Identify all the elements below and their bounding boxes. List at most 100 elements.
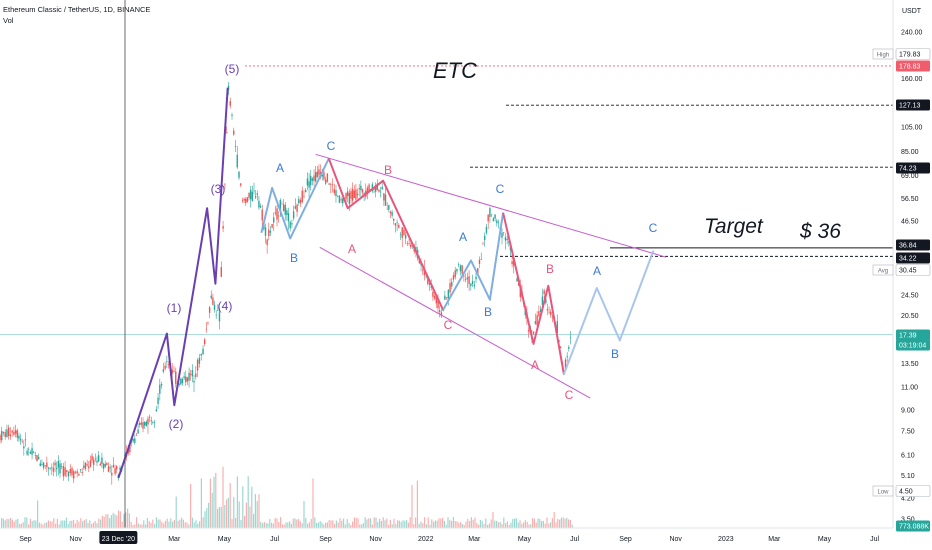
candle-body	[347, 191, 349, 197]
volume-bar	[56, 518, 58, 528]
candle-body	[23, 446, 25, 449]
volume-bar	[152, 519, 154, 528]
volume-bar	[368, 518, 370, 528]
volume-bar	[31, 521, 33, 528]
candle-body	[511, 261, 513, 265]
x-tick-label: 2022	[418, 536, 434, 543]
candle-body	[251, 191, 254, 202]
volume-bar	[420, 521, 422, 528]
volume-bar	[202, 517, 204, 528]
candle-body	[213, 304, 216, 310]
candle-body	[159, 384, 161, 394]
wave-label: (2)	[169, 417, 184, 431]
price-label-box	[896, 239, 930, 251]
volume-bar	[451, 520, 453, 528]
candle-body	[336, 195, 339, 197]
wave-label: A	[276, 161, 284, 175]
candle-body	[492, 218, 495, 222]
candle-body	[353, 190, 355, 198]
volume-bar	[13, 521, 15, 528]
volume-bar	[143, 520, 145, 528]
volume-bar	[524, 520, 526, 528]
candle-body	[333, 189, 335, 194]
candle-body	[506, 238, 508, 241]
candle-body	[222, 226, 224, 229]
candle-body	[477, 268, 479, 275]
volume-bar	[76, 519, 78, 528]
wave-path	[562, 250, 655, 375]
volume-bar	[413, 524, 415, 528]
volume-bar	[89, 520, 91, 528]
candle-body	[102, 463, 105, 469]
volume-bar	[406, 520, 408, 528]
volume-bar	[458, 522, 460, 528]
candle-body	[471, 280, 474, 285]
candle-body	[7, 427, 10, 436]
volume-bar	[454, 520, 456, 528]
volume-bar	[190, 483, 192, 528]
candle-body	[220, 267, 222, 277]
candle-body	[386, 208, 388, 210]
x-tick-label: Nov	[69, 536, 82, 543]
candle-body	[399, 234, 402, 236]
volume-bar	[357, 518, 359, 528]
price-label-box	[896, 252, 930, 264]
candle-body	[527, 330, 530, 332]
volume-bar	[260, 521, 262, 528]
candle-body	[550, 311, 552, 315]
volume-bar	[467, 518, 469, 528]
volume-bar	[559, 519, 561, 528]
volume-bar	[109, 518, 111, 528]
candle-body	[19, 438, 22, 441]
candle-body	[289, 221, 291, 229]
volume-bar	[326, 522, 328, 528]
candle-body	[534, 321, 537, 324]
candle-body	[84, 462, 87, 469]
price-scale-ticks: 240.00 160.00 105.00 85.00 69.00 56.50 46.50 24…	[901, 30, 923, 524]
price-label-box	[896, 339, 930, 351]
time-scale[interactable]	[0, 528, 893, 550]
candle-body	[52, 467, 55, 472]
candle-body	[484, 235, 486, 240]
candle-body	[440, 312, 443, 317]
volume-bar	[463, 524, 465, 528]
candle-body	[137, 429, 139, 434]
wave-path	[117, 87, 229, 479]
candle-body	[18, 435, 20, 439]
volume-bar	[182, 519, 184, 528]
candle-body	[463, 275, 465, 277]
candle-body	[46, 462, 48, 468]
candle-body	[226, 132, 228, 133]
volume-bar	[285, 522, 287, 528]
candle-body	[109, 467, 111, 469]
x-tick-label: Jul	[270, 536, 279, 543]
candle-body	[254, 196, 257, 198]
volume-bar	[263, 522, 265, 528]
candle-body	[134, 438, 136, 443]
candle-body	[42, 462, 45, 468]
candle-body	[238, 171, 240, 178]
candle-body	[546, 309, 549, 311]
candle-body	[236, 154, 238, 168]
wave-path	[502, 212, 565, 375]
price-label-box	[896, 162, 930, 174]
candle-body	[516, 278, 518, 282]
candle-body	[473, 284, 475, 287]
volume-bar	[470, 517, 472, 528]
volume-bar	[118, 510, 120, 528]
volume-bar	[244, 515, 246, 528]
candle-body	[240, 183, 242, 186]
candle-body	[14, 430, 17, 434]
candle-body	[33, 452, 35, 454]
price-scale[interactable]	[893, 0, 932, 528]
candle-body	[96, 460, 98, 463]
candle-body	[543, 290, 545, 295]
volume-bar	[289, 521, 291, 528]
volume-bar	[110, 515, 112, 528]
volume-bar	[98, 518, 100, 528]
candle-body	[67, 472, 70, 477]
candle-body	[277, 215, 280, 217]
volume-bar	[164, 520, 166, 528]
candle-body	[107, 466, 110, 472]
